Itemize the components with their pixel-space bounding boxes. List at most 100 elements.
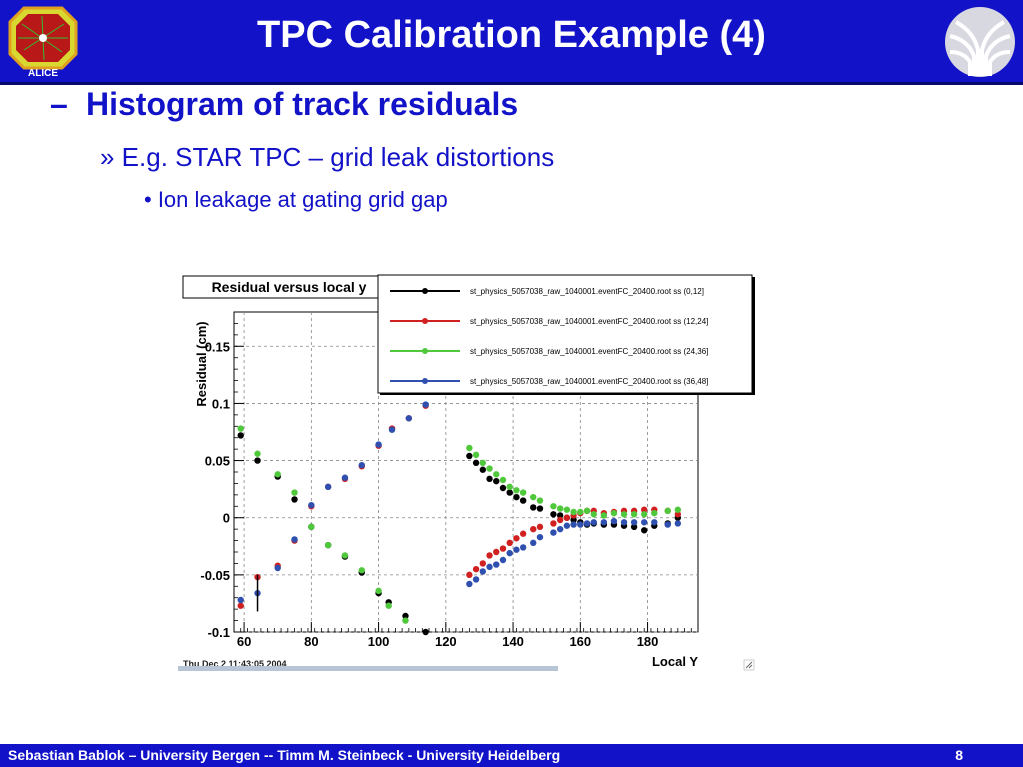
y-tick-label: 0.15 <box>205 339 230 354</box>
data-point <box>550 529 557 536</box>
header-divider <box>0 82 1023 85</box>
data-point <box>530 539 537 547</box>
legend-label: st_physics_5057038_raw_1040001.eventFC_2… <box>470 377 708 386</box>
data-point <box>499 484 507 492</box>
series-2 <box>237 425 682 624</box>
data-point <box>493 477 500 485</box>
data-point <box>506 549 513 557</box>
data-point <box>630 511 638 518</box>
data-point <box>291 496 298 503</box>
data-point <box>536 505 544 512</box>
legend-label: st_physics_5057038_raw_1040001.eventFC_2… <box>470 287 704 296</box>
x-tick-label: 120 <box>435 634 457 649</box>
data-point <box>237 425 244 432</box>
data-point <box>630 523 638 531</box>
data-point <box>641 519 648 526</box>
y-tick-label: 0.05 <box>205 454 230 469</box>
data-point <box>472 451 480 459</box>
data-point <box>519 489 527 496</box>
y-tick-label: 0.1 <box>212 396 230 411</box>
data-point <box>563 522 571 529</box>
data-point <box>499 556 507 564</box>
data-point <box>556 516 564 524</box>
data-point <box>513 546 520 553</box>
data-point <box>651 519 658 526</box>
data-point <box>651 509 658 517</box>
data-point <box>493 561 500 568</box>
data-point <box>513 535 520 542</box>
data-point <box>600 519 608 526</box>
data-point <box>375 587 382 595</box>
data-point <box>479 466 487 473</box>
residual-chart-svg: 60 80 100 120 140 160 180 -0.1 -0.05 0 0.05 0.1 0.15… <box>178 274 758 674</box>
legend-marker <box>422 378 428 384</box>
data-point <box>620 511 628 518</box>
data-point <box>563 514 571 521</box>
data-point <box>308 523 315 531</box>
x-tick-label: 100 <box>368 634 390 649</box>
data-point <box>506 483 513 491</box>
y-axis-label: Residual (cm) <box>194 321 209 406</box>
slide-title: TPC Calibration Example (4) <box>257 14 766 56</box>
bullet-level2: » E.g. STAR TPC – grid leak distortions <box>100 142 555 172</box>
x-axis-label: Local Y <box>652 654 698 669</box>
data-point <box>358 461 365 469</box>
legend-label: st_physics_5057038_raw_1040001.eventFC_2… <box>470 317 708 326</box>
data-point <box>466 452 473 460</box>
y-tick-label: -0.1 <box>208 625 230 640</box>
data-point <box>274 471 281 478</box>
data-point <box>590 511 597 518</box>
data-point <box>402 617 409 624</box>
data-point <box>590 519 597 526</box>
data-point <box>570 508 577 516</box>
data-point <box>308 501 315 509</box>
data-point <box>237 432 244 439</box>
resize-handle[interactable] <box>743 659 755 671</box>
data-point <box>583 520 591 527</box>
bullet-level1-text: Histogram of track residuals <box>86 86 519 122</box>
x-tick-label: 140 <box>502 634 524 649</box>
x-tick-label: 80 <box>304 634 318 649</box>
data-point <box>237 596 244 604</box>
legend-marker <box>422 288 428 294</box>
data-point <box>254 457 261 464</box>
data-point <box>291 536 298 543</box>
data-point <box>641 527 648 534</box>
legend-box: st_physics_5057038_raw_1040001.eventFC_2… <box>377 274 755 395</box>
alice-logo: ALICE <box>4 4 82 79</box>
data-point <box>536 497 544 504</box>
data-point <box>577 508 584 516</box>
bullet-level1-marker: – <box>50 86 68 122</box>
data-point <box>570 521 577 528</box>
data-point <box>550 503 557 510</box>
data-point <box>550 520 557 527</box>
data-point <box>493 548 500 556</box>
data-point <box>536 533 544 541</box>
data-point <box>563 506 571 513</box>
data-point <box>274 564 281 572</box>
data-point <box>519 497 527 504</box>
data-point <box>466 580 473 588</box>
data-point <box>486 475 493 483</box>
data-point <box>513 487 520 494</box>
alice-logo-text: ALICE <box>28 68 58 78</box>
data-point <box>486 552 493 559</box>
data-point <box>466 571 473 579</box>
data-point <box>358 567 365 574</box>
data-point <box>530 504 537 511</box>
data-point <box>620 519 628 526</box>
data-point <box>402 612 409 620</box>
data-point <box>519 544 527 551</box>
data-point <box>472 459 480 467</box>
footer-text: Sebastian Bablok – University Bergen -- … <box>8 747 561 763</box>
data-point <box>674 511 682 518</box>
slide-header <box>0 0 1023 82</box>
data-point <box>674 520 682 527</box>
data-point <box>291 489 298 496</box>
data-point <box>536 523 544 531</box>
data-point <box>479 459 487 467</box>
data-point <box>577 521 584 528</box>
data-point <box>610 509 618 517</box>
x-tick-label: 180 <box>637 634 659 649</box>
data-point <box>479 560 487 567</box>
